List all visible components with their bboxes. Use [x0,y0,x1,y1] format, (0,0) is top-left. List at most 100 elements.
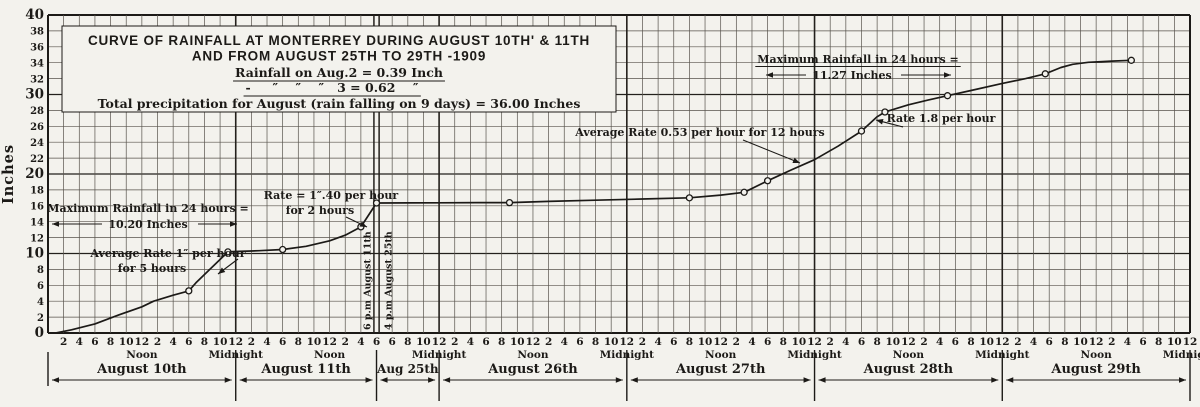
data-point-marker [279,245,287,254]
annotation-max-rainfall-aug28: 11.27 Inches [812,69,891,82]
x-tick-label: 4 [357,336,364,348]
x-tick-label: 8 [1155,336,1162,348]
y-tick-label: 36 [30,43,44,54]
y-tick-label: 0 [35,325,44,341]
x-tick-label: 8 [107,336,114,348]
note-total-precipitation: Total precipitation for August (rain fal… [98,96,581,111]
span-arrow-head [52,221,59,227]
date-label: August 11th [260,362,351,377]
note-rainfall-aug2: Rainfall on Aug.2 = 0.39 Inch [235,65,443,80]
noon-label: Noon [893,349,925,361]
date-arrow-head [380,377,388,383]
date-arrow-head [818,377,826,383]
y-tick-label: 10 [25,245,44,261]
y-tick-label: 2 [37,313,44,324]
x-tick-label: 4 [1030,336,1037,348]
x-tick-label: 12 [620,336,635,348]
y-tick-label: 4 [37,297,44,308]
date-arrow-head [239,377,247,383]
x-tick-label: 10 [213,336,228,348]
annotation-avg-rate-aug10: for 5 hours [118,262,187,275]
data-point-marker [857,127,866,135]
x-tick-label: 10 [604,336,619,348]
midnight-label: Midnight [1163,349,1200,361]
x-tick-label: 2 [342,336,349,348]
span-arrow-head [766,72,773,78]
x-tick-label: 10 [119,336,134,348]
x-tick-label: 2 [60,336,67,348]
annotation-leader-head [359,221,367,227]
x-tick-label: 6 [858,336,865,348]
data-point-marker [505,198,514,207]
noon-label: Noon [1081,349,1113,361]
y-tick-label: 38 [30,27,44,38]
x-tick-label: 12 [995,336,1010,348]
annotation-leader [742,139,801,164]
x-tick-label: 8 [686,336,693,348]
x-tick-label: 2 [827,336,834,348]
x-tick-label: 2 [248,336,255,348]
x-tick-label: 6 [764,336,771,348]
y-tick-label: 8 [37,265,44,276]
x-tick-label: 10 [885,336,900,348]
x-tick-label: 4 [748,336,755,348]
x-tick-label: 12 [1183,336,1198,348]
y-tick-label: 20 [25,166,44,182]
x-tick-label: 12 [807,336,822,348]
x-tick-label: 12 [135,336,150,348]
x-tick-label: 6 [1046,336,1053,348]
noon-label: Noon [517,349,549,361]
date-label: August 29th [1050,362,1141,377]
x-tick-label: 6 [482,336,489,348]
y-tick-label: 30 [25,86,44,102]
x-tick-label: 12 [322,336,337,348]
date-label: August 28th [863,362,954,377]
x-tick-label: 4 [654,336,661,348]
x-tick-label: 10 [1167,336,1182,348]
x-tick-label: 6 [279,336,286,348]
x-tick-label: 12 [901,336,916,348]
x-tick-label: 2 [1108,336,1115,348]
x-tick-label: 8 [404,336,411,348]
y-tick-label: 40 [25,7,44,23]
x-tick-label: 4 [169,336,176,348]
y-tick-label: 32 [30,74,44,85]
x-tick-label: 8 [873,336,880,348]
y-tick-label: 22 [30,154,44,165]
noon-label: Noon [126,349,158,361]
annotation-leader-head [876,119,884,125]
date-arrow-head [991,377,999,383]
annotation-max-rainfall-aug10: Maximum Rainfall in 24 hours = [47,202,248,215]
x-tick-label: 8 [780,336,787,348]
date-label: August 26th [487,362,578,377]
annotation-rate-aug11: Rate = 1″.40 per hour [264,189,399,202]
y-tick-label: 24 [30,138,44,149]
x-tick-label: 12 [228,336,243,348]
x-tick-label: 2 [1014,336,1021,348]
date-label: August 10th [96,362,187,377]
x-tick-label: 8 [498,336,505,348]
x-tick-label: 12 [526,336,541,348]
x-tick-label: 10 [979,336,994,348]
axis-break-label: 6 p.m August 11th [363,231,374,330]
x-tick-label: 6 [576,336,583,348]
x-tick-label: 6 [91,336,98,348]
data-point-marker [881,108,889,116]
x-tick-label: 4 [1124,336,1131,348]
noon-label: Noon [314,349,346,361]
y-axis-title: Inches [0,144,17,204]
date-arrow-head [224,377,232,383]
data-point-marker [1041,70,1049,78]
x-tick-label: 6 [670,336,677,348]
note-rainfall-aug3: - ″ ″ ″ 3 = 0.62 ″ [246,80,419,95]
data-point-marker [943,92,952,100]
x-tick-label: 4 [76,336,83,348]
annotation-leader-head [792,157,800,163]
annotation-avg-rate-aug10: Average Rate 1″ per hour [89,247,245,260]
x-tick-label: 12 [1089,336,1104,348]
annotation-max-rainfall-aug10: 10.20 Inches [108,218,187,231]
x-tick-label: 12 [432,336,447,348]
y-tick-label: 34 [30,59,44,70]
x-tick-label: 8 [967,336,974,348]
